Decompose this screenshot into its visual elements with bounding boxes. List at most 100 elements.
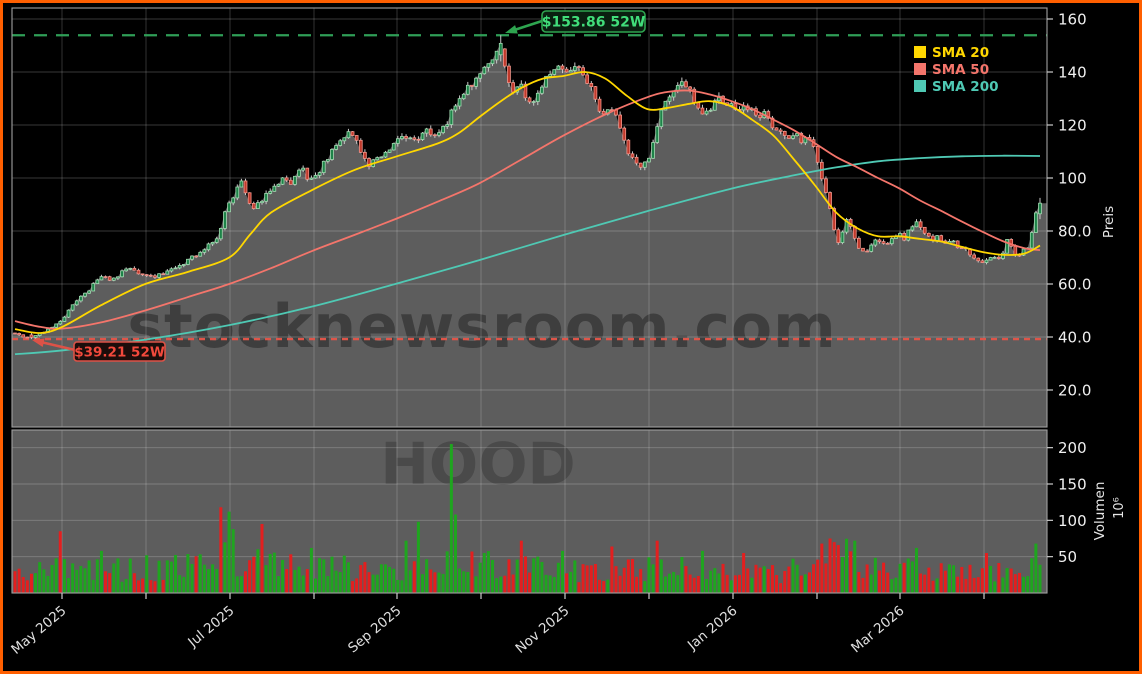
volume-bar xyxy=(194,556,198,593)
volume-bar xyxy=(939,563,943,593)
volume-bar xyxy=(169,561,173,593)
candle-body xyxy=(210,242,215,245)
candle-body xyxy=(54,323,59,328)
candle-body xyxy=(770,117,775,129)
volume-bar xyxy=(655,540,659,593)
candle-body xyxy=(791,135,795,139)
candle-body xyxy=(235,186,240,199)
volume-bar xyxy=(281,560,285,593)
volume-bar xyxy=(515,559,519,593)
volume-bar xyxy=(840,557,844,593)
volume-bar xyxy=(75,569,79,593)
volume-bar xyxy=(807,572,811,593)
volume-bar xyxy=(91,579,95,593)
volume-bar xyxy=(721,563,725,593)
annotation-high-arrow xyxy=(513,19,543,32)
volume-bar xyxy=(276,576,280,593)
volume-bar xyxy=(861,577,865,593)
volume-bar xyxy=(791,558,795,593)
volume-bar xyxy=(647,557,651,593)
watermark-symbol: HOOD xyxy=(380,430,575,498)
candle-body xyxy=(408,137,413,140)
volume-bar xyxy=(248,560,252,593)
volume-bar xyxy=(256,549,260,593)
candle-body xyxy=(317,172,322,176)
volume-bar xyxy=(305,569,309,593)
candle-body xyxy=(239,180,244,188)
candle-body xyxy=(66,309,71,318)
candle-body xyxy=(437,132,441,136)
volume-bar xyxy=(318,558,322,593)
volume-bar xyxy=(486,551,490,593)
volume-bar xyxy=(157,560,161,593)
volume-bar xyxy=(363,562,367,593)
candle-body xyxy=(33,335,38,338)
volume-bar xyxy=(585,565,589,593)
watermark-site: stocknewsroom.com xyxy=(127,292,836,362)
volume-bar xyxy=(231,529,235,593)
volume-bar xyxy=(964,578,968,593)
candle-body xyxy=(712,100,717,111)
candle-body xyxy=(169,268,174,272)
volume-bar xyxy=(124,578,128,593)
legend-label-sma50: SMA 50 xyxy=(932,62,989,78)
candle-body xyxy=(667,96,672,102)
candle-body xyxy=(186,258,190,265)
candle-body xyxy=(1029,232,1034,249)
candle-body xyxy=(309,177,314,180)
price-tick-label: 60.0 xyxy=(1058,276,1091,294)
price-tick-label: 20.0 xyxy=(1058,382,1091,400)
candle-body xyxy=(379,156,384,159)
candle-body xyxy=(334,145,338,150)
candle-body xyxy=(173,267,178,270)
volume-bar xyxy=(260,523,264,593)
volume-bar xyxy=(820,543,824,593)
volume-bar xyxy=(676,575,680,593)
candle-body xyxy=(984,259,989,263)
candle-body xyxy=(83,292,87,297)
volume-bar xyxy=(976,577,980,593)
candle-body xyxy=(338,140,343,146)
candle-body xyxy=(194,255,198,258)
candle-body xyxy=(470,84,474,87)
candle-body xyxy=(144,274,149,276)
candle-body xyxy=(659,109,664,128)
volume-bar xyxy=(923,574,927,593)
candle-body xyxy=(597,98,602,112)
candle-body xyxy=(420,132,425,140)
volume-bar xyxy=(565,573,569,593)
candle-body xyxy=(828,192,832,209)
candle-body xyxy=(140,273,145,276)
volume-bar xyxy=(215,568,219,593)
candle-body xyxy=(861,247,865,252)
candle-body xyxy=(589,83,594,88)
volume-bar xyxy=(1030,558,1034,593)
candle-body xyxy=(638,162,643,168)
volume-bar xyxy=(112,563,116,593)
candle-body xyxy=(383,151,388,158)
candle-body xyxy=(227,202,231,213)
candle-body xyxy=(815,146,820,163)
volume-bar xyxy=(425,559,429,593)
candle-body xyxy=(148,274,153,277)
volume-bar xyxy=(779,583,783,593)
volume-bar xyxy=(396,579,400,593)
price-tick-label: 100 xyxy=(1058,170,1087,188)
volume-bar xyxy=(445,551,449,593)
candle-body xyxy=(663,100,668,111)
candle-body xyxy=(688,86,692,90)
annotations-layer: $153.86 52W $39.21 52W xyxy=(32,10,646,362)
volume-bar xyxy=(972,577,976,593)
volume-bar xyxy=(598,579,602,593)
candle-body xyxy=(498,42,503,56)
volume-bar xyxy=(1005,568,1009,593)
candle-body xyxy=(449,109,454,125)
volume-bar xyxy=(849,551,853,593)
price-axis-title: Preis xyxy=(1101,206,1117,238)
candle-body xyxy=(622,127,627,141)
volume-bar xyxy=(141,578,145,593)
volume-bar xyxy=(523,556,527,593)
volume-bar xyxy=(46,575,50,593)
sma-layer xyxy=(14,71,1041,356)
